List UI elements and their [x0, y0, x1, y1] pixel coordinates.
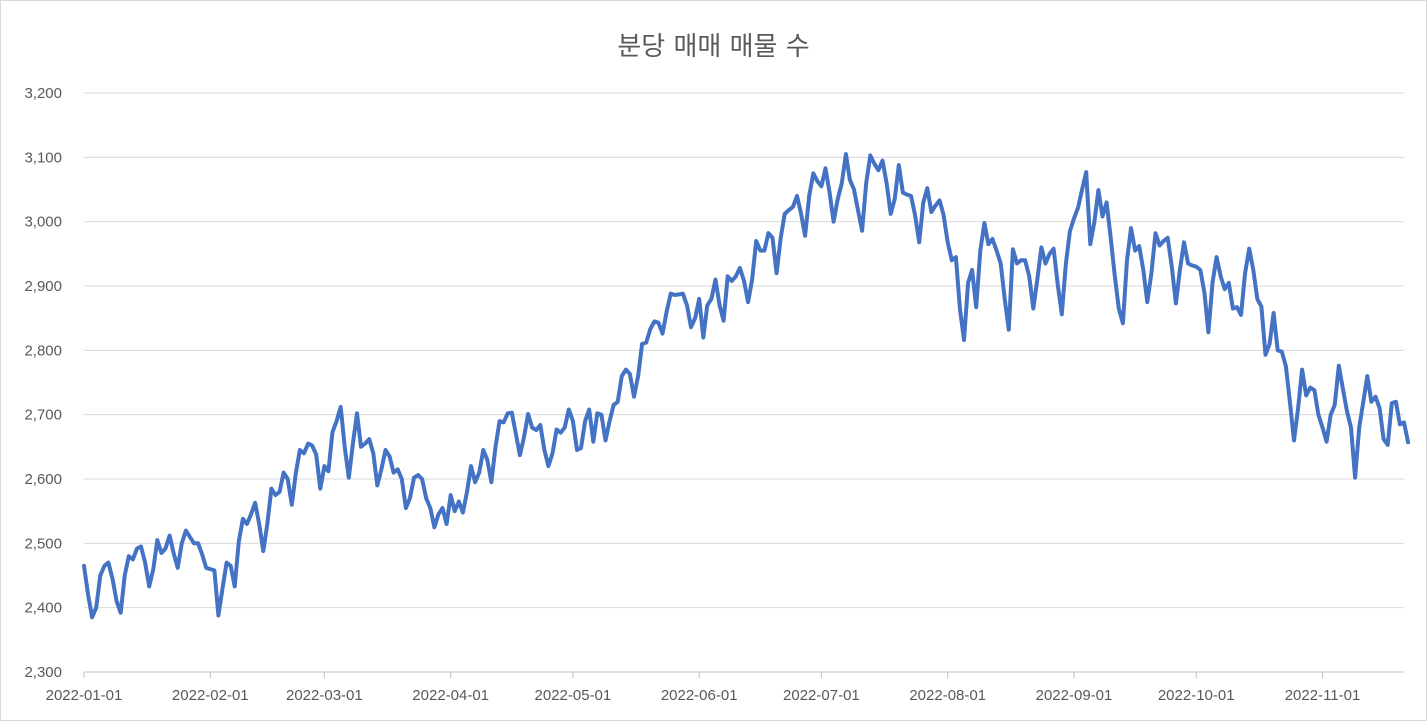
x-tick-label: 2022-09-01: [1036, 687, 1113, 704]
x-tick-label: 2022-11-01: [1285, 687, 1361, 704]
x-tick-label: 2022-03-01: [286, 687, 363, 704]
x-tick-label: 2022-08-01: [909, 687, 986, 704]
gridlines: [84, 92, 1404, 673]
x-tick-label: 2022-05-01: [535, 687, 612, 704]
y-tick-label: 2,600: [24, 471, 62, 488]
x-axis: 2022-01-01 2022-02-01 2022-03-01 2022-04-01…: [46, 671, 1404, 704]
y-tick-label: 2,800: [24, 342, 62, 359]
x-tick-label: 2022-07-01: [783, 687, 860, 704]
x-tick-label: 2022-02-01: [172, 687, 249, 704]
x-tick-label: 2022-01-01: [46, 687, 123, 704]
chart-title: 분당 매매 매물 수: [617, 32, 810, 62]
x-tick-label: 2022-06-01: [661, 687, 738, 704]
series-layer: [82, 152, 1411, 620]
y-tick-label: 2,900: [24, 278, 62, 295]
y-tick-label: 2,700: [24, 407, 62, 424]
y-tick-label: 2,300: [24, 664, 62, 681]
y-axis: 2,300 2,400 2,500 2,600 2,700 2,800 2,900 3,000…: [24, 85, 62, 681]
x-tick-label: 2022-10-01: [1158, 687, 1235, 704]
series-line: [82, 152, 1411, 620]
x-tick-label: 2022-04-01: [412, 687, 489, 704]
y-tick-label: 2,400: [24, 600, 62, 617]
y-tick-label: 3,100: [24, 149, 62, 166]
y-tick-label: 2,500: [24, 535, 62, 552]
y-tick-label: 3,200: [24, 85, 62, 102]
y-tick-label: 3,000: [24, 214, 62, 231]
